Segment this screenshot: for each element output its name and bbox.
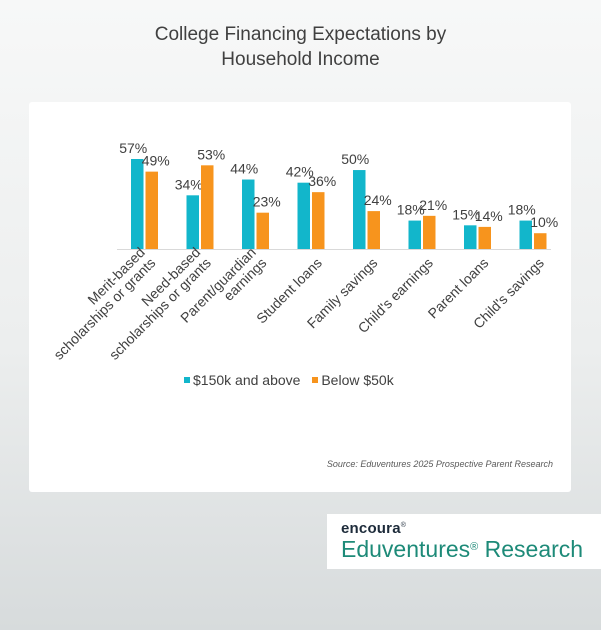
data-label-2-2: 53% (197, 146, 225, 162)
chart-card: 57% 49% Merit-basedscholarships or grants 3… (29, 102, 571, 492)
legend-swatch-series-1 (184, 377, 190, 383)
category-label-1-line-2: scholarships or grants (50, 255, 158, 363)
legend-swatch-series-2 (312, 377, 319, 383)
logo-product-mark: ® (470, 541, 479, 553)
legend-label-series-2: Below $50k (321, 372, 394, 388)
bar-1-7 (464, 225, 477, 249)
data-label-2-1: 49% (142, 153, 170, 169)
data-label-2-7: 14% (475, 208, 503, 224)
logo-product: Eduventures® Research (341, 536, 583, 563)
logo-product-suffix: Research (478, 536, 584, 562)
data-label-1-8: 18% (508, 202, 536, 218)
bar-chart: 57%49% Merit-basedscholarships or grants 3… (40, 140, 558, 363)
category-label-1: Merit-basedscholarships or grants (40, 244, 159, 363)
data-label-2-4: 36% (308, 173, 336, 189)
chart-title-line-1: College Financing Expectations by (154, 24, 447, 45)
chart-legend: $150k and above Below $50k (184, 370, 402, 388)
logo-product-text: Eduventures (341, 536, 471, 562)
bar-1-3 (242, 179, 255, 249)
data-label-1-5: 50% (341, 151, 369, 167)
bar-2-2 (201, 165, 214, 249)
chart-title: College Financing Expectations by Househ… (0, 22, 601, 72)
bar-2-7 (478, 226, 491, 249)
data-label-1-4: 42% (286, 164, 314, 180)
bar-1-2 (186, 195, 199, 249)
legend-item-series-2: Below $50k (312, 372, 394, 388)
legend-item-series-1: $150k and above (184, 372, 300, 388)
legend-label-series-1: $150k and above (193, 372, 301, 388)
data-label-2-6: 21% (419, 197, 447, 213)
chart-title-line-2: Household Income (221, 49, 380, 70)
data-label-1-7: 15% (452, 206, 480, 222)
bar-2-5 (367, 211, 380, 249)
eduventures-logo: encoura® Eduventures® Research (327, 514, 601, 569)
bar-1-4 (297, 182, 310, 249)
bar-2-1 (145, 171, 158, 249)
logo-brand: encoura® (341, 520, 406, 537)
source-note: Source: Eduventures 2025 Prospective Par… (326, 459, 553, 469)
bar-2-6 (423, 215, 436, 249)
data-label-1-3: 44% (230, 161, 258, 177)
data-label-2-8: 10% (530, 214, 558, 230)
bar-2-4 (312, 192, 325, 249)
bar-1-6 (408, 220, 421, 249)
logo-brand-text: encoura (341, 520, 401, 537)
data-label-2-3: 23% (253, 194, 281, 210)
bar-1-1 (131, 159, 144, 249)
bar-1-8 (519, 220, 532, 249)
bar-2-3 (256, 212, 269, 249)
data-label-1-6: 18% (397, 202, 425, 218)
data-label-1-2: 34% (175, 176, 203, 192)
bar-1-5 (353, 170, 366, 249)
bar-2-8 (534, 233, 547, 249)
data-label-1-1: 57% (119, 140, 147, 156)
data-label-2-5: 24% (364, 192, 392, 208)
logo-brand-mark: ® (400, 522, 407, 529)
